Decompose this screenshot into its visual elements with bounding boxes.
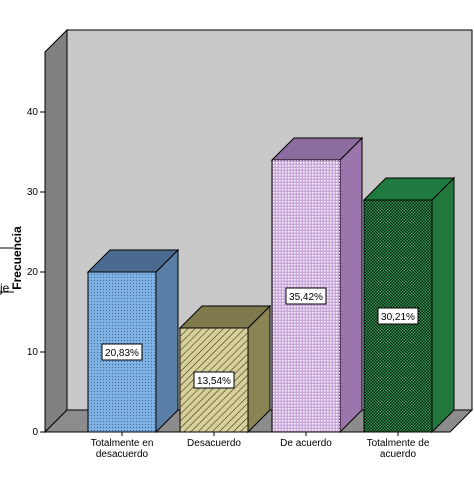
y-tick-label: 30 bbox=[27, 187, 39, 198]
side-wall bbox=[44, 28, 68, 434]
data-label: 35,42% bbox=[289, 292, 323, 303]
bar: 20,83% bbox=[86, 248, 180, 434]
data-label-box bbox=[193, 371, 235, 389]
category-label: Totalmente de acuerdo bbox=[367, 438, 430, 460]
y-axis: 0 10 20 30 40 bbox=[27, 52, 46, 438]
bar: 30,21% bbox=[362, 176, 456, 434]
y-tick-label: 40 bbox=[27, 107, 39, 118]
bar-side bbox=[339, 136, 363, 434]
data-label-box bbox=[101, 343, 143, 361]
y-tick-label: 0 bbox=[32, 427, 38, 438]
bar: 13,54% bbox=[178, 304, 272, 434]
data-label: 20,83% bbox=[105, 348, 139, 359]
category-label: Desacuerdo bbox=[187, 438, 241, 449]
category-label: Totalmente en desacuerdo bbox=[91, 438, 154, 460]
category-label-line: De acuerdo bbox=[280, 438, 332, 449]
bar: 35,42% bbox=[270, 136, 364, 434]
bars-group: 20,83% 13,54% 35,42% 30,21% bbox=[86, 136, 456, 434]
y-tick-label: 10 bbox=[27, 347, 39, 358]
data-label-box bbox=[377, 307, 419, 325]
y-axis-title: Frecuencia bbox=[10, 226, 24, 290]
y-tick-label: 20 bbox=[27, 267, 39, 278]
category-label-line: desacuerdo bbox=[96, 449, 149, 460]
category-label: De acuerdo bbox=[280, 438, 332, 449]
data-label: 13,54% bbox=[197, 376, 231, 387]
category-label-line: acuerdo bbox=[380, 449, 417, 460]
category-label-line: Totalmente en bbox=[91, 438, 154, 449]
data-label: 30,21% bbox=[381, 312, 415, 323]
bar-side bbox=[155, 248, 179, 434]
category-label-line: Totalmente de bbox=[367, 438, 430, 449]
clipped-edge-text: je bbox=[0, 281, 10, 295]
category-label-line: Desacuerdo bbox=[187, 438, 241, 449]
x-axis: Totalmente en desacuerdo Desacuerdo De acue… bbox=[45, 431, 450, 460]
data-label-box bbox=[285, 287, 327, 305]
bar-side bbox=[431, 176, 455, 434]
